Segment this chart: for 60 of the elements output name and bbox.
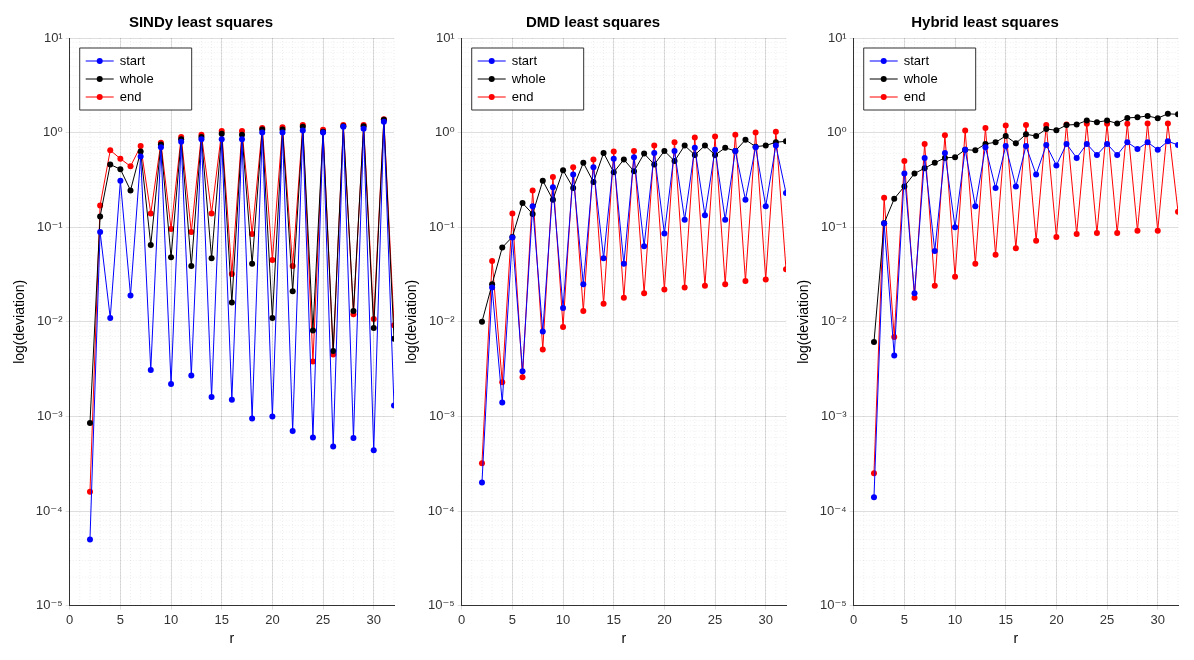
x-tick-label: 15	[606, 611, 621, 627]
legend-label: start	[119, 52, 146, 68]
y-tick-label: 10⁻¹	[821, 218, 848, 234]
x-tick-label: 30	[758, 611, 773, 627]
y-tick-label: 10⁻⁴	[35, 502, 63, 518]
y-axis-title: log(deviation)	[11, 279, 28, 364]
x-tick-label: 10	[947, 611, 963, 627]
chart-title: Hybrid least squares	[911, 13, 1059, 31]
y-tick-label: 10⁻²	[821, 313, 848, 329]
legend-label: whole	[118, 70, 154, 86]
x-tick-label: 10	[555, 611, 571, 627]
legend-label: whole	[510, 70, 546, 86]
legend-label: end	[119, 88, 142, 104]
x-tick-label: 5	[508, 611, 516, 627]
y-tick-label: 10⁻³	[37, 407, 64, 423]
y-tick-label: 10⁻³	[429, 407, 456, 423]
x-tick-label: 20	[1049, 611, 1064, 627]
x-tick-label: 15	[214, 611, 229, 627]
y-tick-label: 10⁰	[827, 124, 847, 140]
chart-title: DMD least squares	[525, 13, 661, 31]
y-axis-title: log(deviation)	[795, 279, 812, 364]
legend-label: start	[903, 52, 930, 68]
x-tick-label: 25	[1099, 611, 1115, 627]
y-tick-label: 10⁻⁴	[427, 502, 455, 518]
y-tick-label: 10¹	[43, 29, 64, 45]
x-tick-label: 25	[315, 611, 331, 627]
y-tick-label: 10⁻¹	[37, 218, 64, 234]
x-tick-label: 10	[163, 611, 179, 627]
y-tick-label: 10⁻⁴	[819, 502, 847, 518]
x-tick-label: 30	[366, 611, 381, 627]
y-tick-label: 10⁻²	[37, 313, 64, 329]
legend-label: end	[511, 88, 534, 104]
x-tick-label: 30	[1150, 611, 1165, 627]
y-axis-title: log(deviation)	[403, 279, 420, 364]
y-tick-label: 10⁻⁵	[819, 597, 847, 613]
legend-label: start	[511, 52, 538, 68]
y-tick-label: 10⁻⁵	[35, 597, 63, 613]
x-axis-title: r	[1013, 630, 1019, 647]
y-tick-label: 10⁻²	[429, 313, 456, 329]
x-tick-label: 20	[657, 611, 672, 627]
legend-label: whole	[902, 70, 938, 86]
chart-title: SINDy least squares	[128, 13, 274, 31]
y-tick-label: 10⁻³	[821, 407, 848, 423]
y-tick-label: 10⁻¹	[429, 218, 456, 234]
x-axis-title: r	[621, 630, 627, 647]
x-tick-label: 0	[850, 611, 858, 627]
x-tick-label: 15	[998, 611, 1013, 627]
x-tick-label: 0	[458, 611, 466, 627]
y-tick-label: 10⁰	[43, 124, 63, 140]
x-tick-label: 5	[116, 611, 124, 627]
x-tick-label: 5	[900, 611, 908, 627]
y-tick-label: 10⁰	[435, 124, 455, 140]
legend-label: end	[903, 88, 926, 104]
y-tick-label: 10¹	[435, 29, 456, 45]
y-tick-label: 10⁻⁵	[427, 597, 455, 613]
x-axis-title: r	[229, 630, 235, 647]
x-tick-label: 25	[707, 611, 723, 627]
y-tick-label: 10¹	[827, 29, 848, 45]
x-tick-label: 0	[66, 611, 74, 627]
x-tick-label: 20	[265, 611, 280, 627]
